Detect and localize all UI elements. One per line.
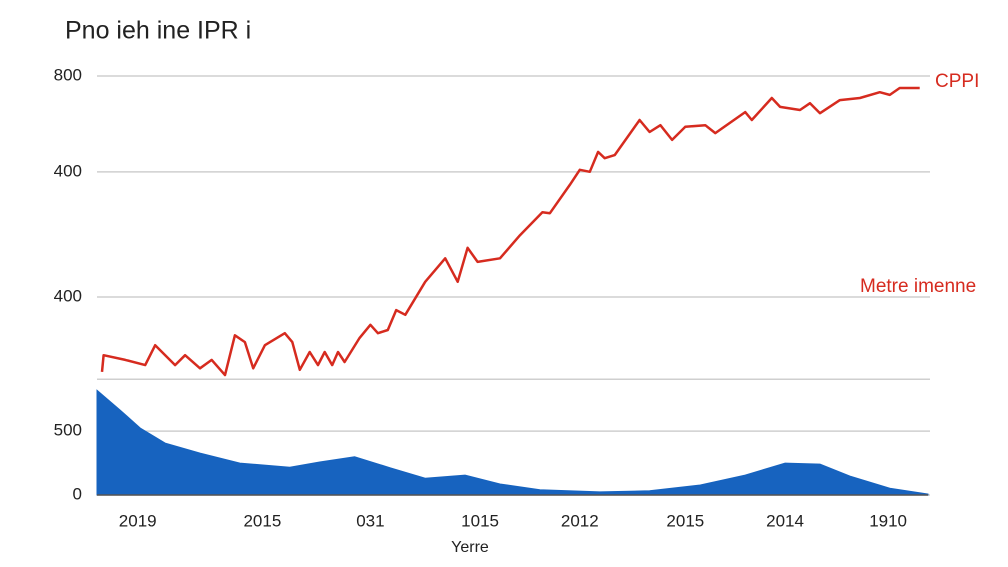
chart-title: Pno ieh ine IPR i xyxy=(65,17,251,45)
x-tick-label: 2015 xyxy=(666,511,704,530)
x-tick-label: 031 xyxy=(356,511,384,530)
x-tick-label: 1015 xyxy=(461,511,499,530)
y-tick-label: 800 xyxy=(54,65,82,84)
y-tick-label: 0 xyxy=(73,484,82,503)
annotation: Metre imenne xyxy=(860,276,976,297)
x-tick-label: 2012 xyxy=(561,511,599,530)
x-tick-label: 2019 xyxy=(119,511,157,530)
x-tick-label: 1910 xyxy=(869,511,907,530)
area xyxy=(96,389,929,496)
y-tick-label: 400 xyxy=(54,161,82,180)
line xyxy=(100,86,920,377)
series-label: CPPI xyxy=(935,71,979,92)
x-tick-label: 2014 xyxy=(766,511,804,530)
x-axis-label: Yerre xyxy=(451,539,489,556)
y-tick-label: 500 xyxy=(54,421,82,440)
x-tick-label: 2015 xyxy=(243,511,281,530)
y-tick-label: 400 xyxy=(54,287,82,306)
